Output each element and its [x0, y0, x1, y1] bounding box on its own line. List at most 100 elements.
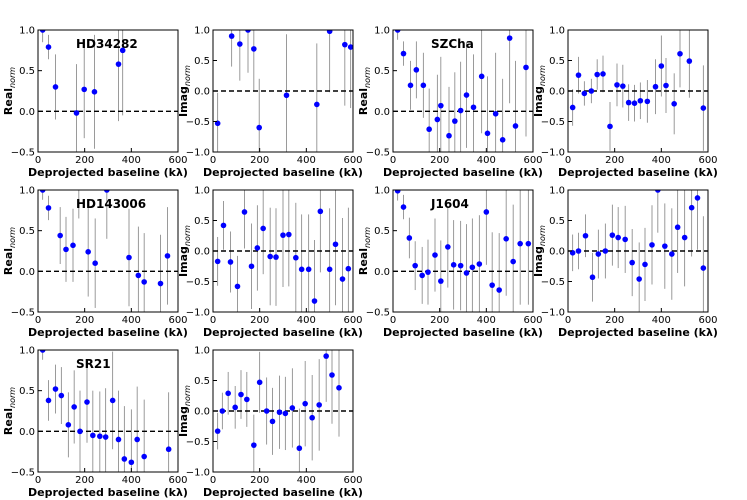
panel-3-axes-frame: [392, 29, 534, 153]
panel-6-point-11: [280, 232, 286, 238]
panel-4-ylabel-sub: norm: [538, 65, 547, 86]
panel-2-xtick-label-3: 400: [297, 155, 316, 166]
panel-6-point-14: [298, 266, 305, 273]
panel-10-ytick-label-1: −1.0: [186, 468, 210, 479]
panel-3: 0 200 400 600 −0.5 0.0 0.5 1.0 Deprojected basel…: [357, 26, 543, 180]
panel-7-title: J1604: [430, 197, 469, 211]
panel-7-point-14: [476, 261, 483, 267]
panel-6-point-4: [234, 283, 241, 290]
panel-7-point-20: [517, 240, 523, 247]
panel-10-point-8: [256, 379, 263, 386]
panel-4-point-10: [625, 99, 632, 106]
panel-9-point-5: [65, 422, 72, 428]
panel-3-point-14: [478, 73, 485, 80]
panel-3-title: SZCha: [431, 37, 474, 51]
panel-10-point-13: [289, 405, 296, 411]
panel-10-ylabel: Imagnorm: [177, 385, 192, 437]
panel-5-point-12: [141, 279, 147, 285]
panel-10-point-4: [232, 404, 238, 411]
panel-8-point-11: [636, 276, 642, 282]
panel-4-point-1: [569, 104, 576, 111]
panel-5-point-2: [45, 205, 52, 211]
panel-5-xlabel: Deprojected baseline (kλ): [28, 326, 188, 339]
panel-7-point-16: [489, 282, 495, 288]
panel-6-point-5: [241, 209, 248, 215]
panel-7-point-2: [400, 204, 407, 210]
panel-3-point-7: [434, 116, 441, 123]
panel-1-point-2: [45, 44, 52, 50]
panel-9-point-18: [165, 446, 172, 453]
panel-3-point-6: [426, 126, 432, 133]
panel-6-point-1: [214, 258, 221, 265]
panel-8-point-14: [655, 190, 661, 193]
panel-4-point-11: [631, 100, 638, 106]
panel-1-point-3: [52, 84, 59, 90]
panel-7: 0 200 400 600 −0.5 0.0 0.5 1.0 Deprojected basel…: [357, 186, 543, 340]
panel-9-points: [39, 350, 172, 466]
panel-4-point-6: [600, 71, 606, 77]
panel-8-point-6: [602, 248, 609, 254]
panel-3-point-1: [394, 30, 401, 33]
panel-8-point-10: [629, 259, 635, 266]
panel-1-ytick-label-4: 1.0: [19, 26, 35, 37]
panel-7-point-7: [432, 252, 438, 258]
panel-6-ylabel-sub: norm: [183, 225, 192, 246]
panel-2-point-5: [251, 46, 257, 52]
panel-7-ytick-label-2: 0.0: [374, 267, 390, 278]
panel-8-point-15: [662, 243, 668, 249]
panel-7-ylabel-sub: norm: [363, 227, 372, 248]
panel-3-xtick-label-3: 400: [477, 155, 496, 166]
panel-5-point-13: [157, 280, 164, 287]
panel-3-point-2: [400, 50, 407, 57]
panel-4-point-18: [677, 50, 683, 57]
panel-4-point-5: [594, 71, 600, 78]
panel-6-point-10: [273, 254, 279, 260]
panel-3-point-17: [499, 137, 506, 143]
panel-10-point-19: [329, 372, 335, 378]
panel-6-ytick-label-5: 1.0: [194, 186, 210, 197]
panel-9-point-10: [97, 433, 103, 440]
panel-4-point-12: [637, 97, 644, 104]
panel-10-point-7: [251, 442, 257, 448]
panel-6-ytick-label-4: 0.5: [194, 216, 210, 227]
panel-9-ylabel: Realnorm: [2, 387, 17, 435]
panel-1-title: HD34282: [76, 37, 138, 51]
panel-1-xlabel: Deprojected baseline (kλ): [28, 166, 188, 179]
panel-7-points: [394, 190, 532, 293]
panel-9-point-12: [109, 397, 116, 404]
panel-4-ylabel-main: Imag: [532, 86, 545, 117]
panel-6-ytick-label-2: −0.5: [186, 277, 210, 288]
panel-9-ytick-label-3: 0.5: [19, 386, 35, 397]
panel-4-point-7: [607, 123, 613, 130]
panel-5-points: [39, 190, 171, 287]
panel-3-ylabel-sub: norm: [363, 67, 372, 88]
panel-3-ytick-label-3: 0.5: [374, 66, 390, 77]
panel-8-xlabel: Deprojected baseline (kλ): [558, 326, 718, 339]
panel-5-xtick-label-4: 600: [168, 315, 187, 326]
panel-7-point-10: [450, 262, 457, 268]
panel-8-point-16: [669, 251, 675, 257]
panel-5-point-5: [70, 242, 76, 249]
panel-8-point-5: [595, 251, 602, 257]
panel-6-point-21: [345, 265, 352, 272]
panel-4-xtick-label-4: 600: [698, 155, 717, 166]
panel-9-xlabel: Deprojected baseline (kλ): [28, 486, 188, 499]
panel-10-point-12: [282, 410, 289, 417]
panel-6-ytick-label-1: −1.0: [186, 308, 210, 319]
panel-6-xtick-label-1: 0: [210, 315, 216, 326]
panel-10-xtick-label-2: 200: [250, 475, 269, 486]
panel-9-point-9: [90, 432, 96, 439]
panel-3-point-13: [470, 104, 477, 111]
panel-5-ytick-label-1: −0.5: [11, 308, 35, 319]
panel-2-ytick-label-4: 0.5: [194, 56, 210, 67]
panel-7-point-8: [438, 278, 444, 284]
panel-2-xtick-label-2: 200: [250, 155, 269, 166]
panel-5-point-3: [57, 232, 63, 239]
panel-4-xtick-label-3: 400: [652, 155, 671, 166]
panel-6-point-17: [317, 208, 324, 215]
panel-8-ylabel-main: Imag: [532, 246, 545, 277]
panel-4-ytick-label-3: 0.0: [549, 87, 565, 98]
panel-1-point-6: [91, 89, 98, 95]
panel-7-ytick-label-3: 0.5: [374, 226, 390, 237]
